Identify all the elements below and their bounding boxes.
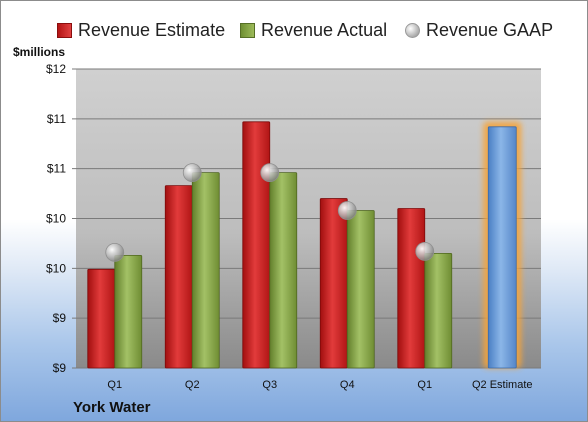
bar-revenue-actual: [114, 254, 143, 369]
x-tick-label: Q2 Estimate: [472, 379, 533, 391]
legend-swatch-actual: [240, 22, 255, 38]
bar-revenue-actual: [346, 210, 375, 369]
y-tick-label: $10: [46, 261, 66, 275]
y-tick-label: $10: [46, 212, 66, 226]
y-axis-unit-label: $millions: [13, 45, 66, 59]
bar-revenue-actual: [424, 252, 453, 369]
y-tick-label: $9: [53, 361, 67, 375]
bar-revenue-actual: [191, 172, 220, 369]
bar-revenue-actual: [269, 172, 298, 369]
y-tick-label: $11: [47, 112, 66, 126]
legend: Revenue Estimate Revenue Actual Revenue …: [1, 18, 587, 42]
y-tick-label: $11: [47, 162, 66, 176]
legend-label-gaap: Revenue GAAP: [426, 19, 554, 40]
x-tick-label: Q4: [340, 379, 355, 391]
x-tick-label: Q3: [262, 379, 277, 391]
legend-label-estimate: Revenue Estimate: [78, 19, 226, 40]
legend-item-actual: Revenue Actual: [240, 18, 387, 42]
bar-revenue-estimate: [319, 198, 348, 369]
company-name: York Water: [73, 399, 151, 416]
y-tick-label: $12: [46, 62, 66, 76]
marker-revenue-gaap: [415, 241, 435, 261]
marker-revenue-gaap: [105, 242, 125, 262]
x-tick-label: Q1: [417, 379, 432, 391]
marker-revenue-gaap: [337, 201, 357, 220]
x-tick-label: Q1: [107, 379, 122, 391]
marker-revenue-gaap: [260, 163, 280, 183]
bar-revenue-estimate: [242, 121, 271, 369]
legend-swatch-gaap: [405, 22, 420, 38]
legend-swatch-estimate: [57, 22, 72, 38]
legend-item-gaap: Revenue GAAP: [405, 18, 553, 42]
legend-label-actual: Revenue Actual: [261, 19, 388, 40]
bar-revenue-estimate: [397, 208, 426, 369]
legend-item-estimate: Revenue Estimate: [57, 18, 225, 42]
marker-revenue-gaap: [182, 163, 202, 183]
y-tick-label: $9: [53, 311, 67, 325]
x-tick-label: Q2: [185, 379, 200, 391]
bar-revenue-estimate: [164, 185, 193, 369]
bar-revenue-estimate: [87, 268, 116, 369]
bar-revenue-estimate-future: [487, 126, 517, 369]
